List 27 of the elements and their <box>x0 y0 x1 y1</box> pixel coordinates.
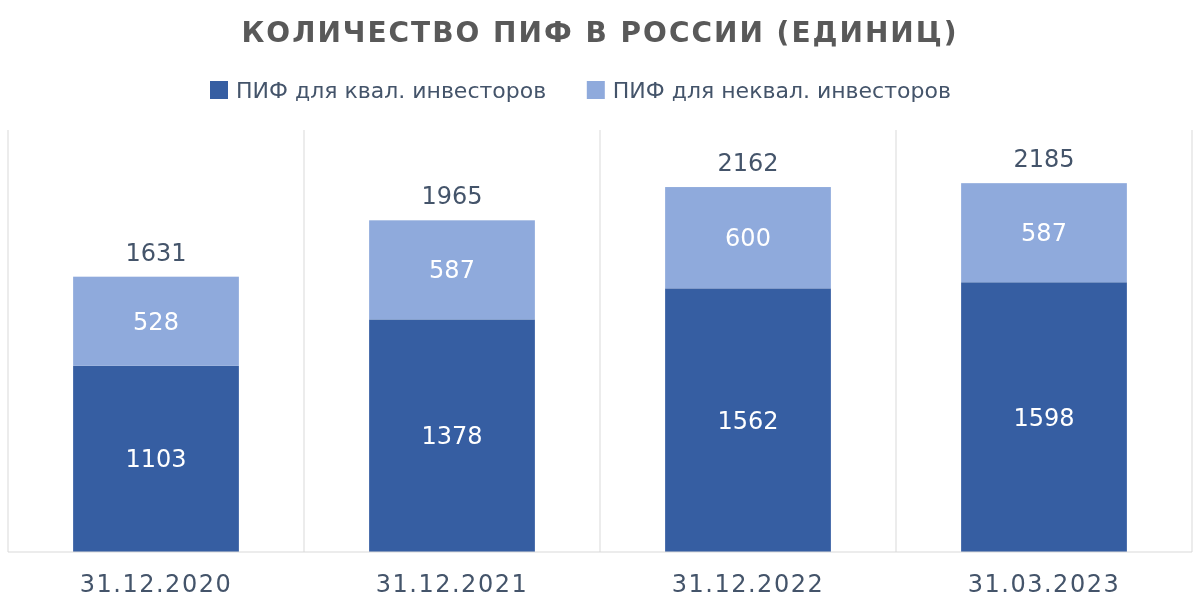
data-label: 587 <box>1021 219 1067 248</box>
x-tick-label: 31.12.2021 <box>375 570 529 598</box>
data-label: 600 <box>725 224 771 253</box>
bar <box>665 187 831 289</box>
data-label: 1378 <box>421 422 483 451</box>
data-label: 528 <box>133 307 179 336</box>
legend-label: ПИФ для неквал. инвесторов <box>612 77 951 103</box>
x-tick-label: 31.03.2023 <box>967 570 1121 598</box>
x-tick-label: 31.12.2022 <box>671 570 825 598</box>
x-tick-label: 31.12.2020 <box>79 570 233 598</box>
bar <box>73 276 239 366</box>
data-label: 1598 <box>1013 403 1075 432</box>
data-label: 587 <box>429 256 475 285</box>
total-label: 1631 <box>125 238 187 267</box>
chart-title: КОЛИЧЕСТВО ПИФ В РОССИИ (ЕДИНИЦ) <box>241 16 959 49</box>
bar <box>369 220 535 320</box>
legend-label: ПИФ для квал. инвесторов <box>236 77 547 103</box>
bar <box>665 288 831 552</box>
bar <box>369 319 535 552</box>
total-label: 1965 <box>421 182 483 211</box>
data-label: 1103 <box>125 445 187 474</box>
data-label: 1562 <box>717 406 779 435</box>
bar <box>961 183 1127 283</box>
bar <box>961 282 1127 552</box>
total-label: 2185 <box>1013 145 1075 174</box>
bar <box>73 365 239 552</box>
total-label: 2162 <box>717 149 779 178</box>
